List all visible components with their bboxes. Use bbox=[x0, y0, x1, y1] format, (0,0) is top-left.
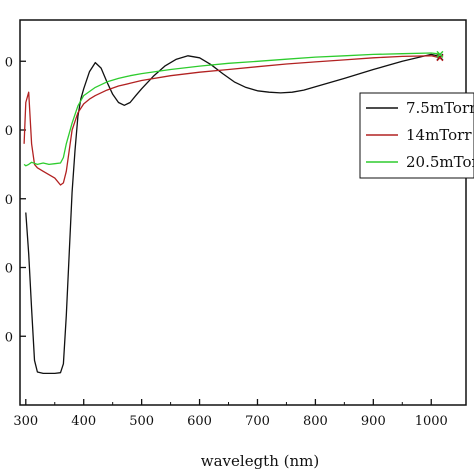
x-tick-label: 1000 bbox=[415, 414, 448, 429]
legend: 7.5mTorr 14mTorr 20.5mTorr bbox=[359, 92, 474, 179]
x-tick-label: 300 bbox=[13, 414, 38, 429]
series-line-2 bbox=[23, 52, 441, 167]
legend-label-2: 20.5mTorr bbox=[406, 153, 474, 171]
x-tick-label: 400 bbox=[71, 414, 96, 429]
x-tick-label: 900 bbox=[361, 414, 386, 429]
y-tick-label: 0 bbox=[5, 330, 13, 345]
x-tick-label: 500 bbox=[129, 414, 154, 429]
x-tick-label: 700 bbox=[245, 414, 270, 429]
x-axis-ticks: 300 400 500 600 700 800 900 1000 bbox=[13, 399, 448, 429]
y-tick-label: 0 bbox=[5, 124, 13, 139]
y-tick-label: 0 bbox=[5, 55, 13, 70]
y-tick-label: 0 bbox=[5, 193, 13, 208]
y-axis-ticks: 0 0 0 0 0 bbox=[5, 55, 26, 345]
series-end-marker-2 bbox=[436, 50, 444, 58]
x-tick-label: 600 bbox=[187, 414, 212, 429]
plot-frame bbox=[19, 19, 467, 406]
x-tick-label: 800 bbox=[303, 414, 328, 429]
legend-label-0: 7.5mTorr bbox=[406, 99, 474, 117]
x-axis-label: wavelegth (nm) bbox=[201, 452, 319, 470]
series-lines bbox=[23, 50, 444, 375]
legend-label-1: 14mTorr bbox=[406, 126, 472, 144]
series-line-1 bbox=[23, 55, 441, 186]
series-line-0 bbox=[25, 53, 441, 375]
y-tick-label: 0 bbox=[5, 262, 13, 277]
